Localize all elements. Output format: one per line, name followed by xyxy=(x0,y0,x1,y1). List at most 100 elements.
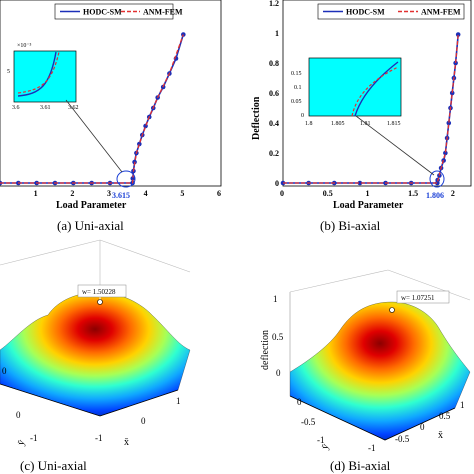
surface-mesh-d xyxy=(289,301,471,441)
legend-b: HODC-SM ANM-FEM xyxy=(317,3,465,20)
data-point-hodc-sm-b xyxy=(453,60,458,66)
datatip-label-c: w= 1.50228 xyxy=(82,288,116,296)
inset-frame-a xyxy=(13,50,77,103)
x-tick-a-3: 4 xyxy=(144,189,148,198)
y-tick-b-1: 0.2 xyxy=(269,149,279,158)
x-axis-label-a: Load Parameter xyxy=(56,200,127,211)
x-tick-a-5: 6 xyxy=(217,189,221,198)
y-tick-labels-b: 0 0.2 0.4 0.6 0.8 1 1.2 xyxy=(269,0,279,188)
inset-exponent-label-a: ×10⁻³ xyxy=(17,43,32,49)
data-point-hodc-sm-b xyxy=(443,150,448,156)
x-tick-a-0: 1 xyxy=(34,189,38,198)
caption-b: (b) Bi-axial xyxy=(320,218,381,233)
x-tick-c-2: 1 xyxy=(176,396,181,406)
z-tick-d-0: 0 xyxy=(276,368,281,378)
inset-pointer-a xyxy=(65,99,123,173)
legend-label-anm-fem-b: ANM-FEM xyxy=(421,8,461,17)
inset-frame-b xyxy=(308,57,402,117)
inset-curve-anm-fem-a xyxy=(17,51,60,94)
inset-curve-anm-fem-b xyxy=(351,66,399,117)
x-tick-b-3: 1.5 xyxy=(408,189,418,198)
grid-line xyxy=(387,269,471,301)
critical-load-label-b: 1.806 xyxy=(426,191,444,200)
surface-edge-c xyxy=(0,383,179,417)
x-tick-d-2: 0 xyxy=(420,422,425,432)
caption-d: (d) Bi-axial xyxy=(330,458,391,473)
inset-x-tick-b-2: 1.81 xyxy=(360,121,371,127)
datatip-marker-d xyxy=(389,307,395,313)
inset-y-tick-b-2: 0.05 xyxy=(291,99,302,105)
grid-line xyxy=(99,239,191,273)
x-tick-b-4: 2 xyxy=(451,189,455,198)
critical-point-circle-b xyxy=(429,170,445,188)
caption-c: (c) Uni-axial xyxy=(20,458,87,473)
series-line-anm-fem-b xyxy=(283,34,459,184)
inset-y-tick-b-1: 0.1 xyxy=(294,85,302,91)
x-tick-a-4: 5 xyxy=(180,189,184,198)
datatip-label-d: w= 1.07251 xyxy=(401,294,435,302)
data-point-hodc-sm-a xyxy=(181,32,186,37)
data-point-hodc-sm-b xyxy=(446,120,452,126)
x-tick-a-1: 2 xyxy=(70,189,74,198)
inset-x-tick-b-0: 1.8 xyxy=(305,121,313,127)
inset-x-tick-a-0: 3.6 xyxy=(12,105,20,111)
inset-x-tick-a-1: 3.61 xyxy=(40,105,51,111)
panel-uni-axial-load-deflection: HODC-SM ANM-FEM 1 2 3 4 5 6 3.615 Load Parame… xyxy=(0,0,222,211)
critical-point-circle-a xyxy=(116,170,136,188)
datatip-box-c xyxy=(77,284,127,298)
y-tick-b-0: 0 xyxy=(275,179,279,188)
data-point-hodc-sm-b xyxy=(455,32,461,37)
legend-label-anm-fem: ANM-FEM xyxy=(143,8,183,17)
y-axis-label-b: Deflection xyxy=(251,96,262,140)
z-tick-d-1: 0.5 xyxy=(272,332,284,342)
x-tick-c-1: 0 xyxy=(141,416,146,426)
x-tick-b-0: 0 xyxy=(280,189,284,198)
x-tick-labels-a: 1 2 3 4 5 6 xyxy=(34,189,221,198)
z-axis-label-d: deflection xyxy=(260,330,271,370)
panel-bi-axial-surface: w= 1.07251 1 0.5 0 deflection 0 -0.5 -1 … xyxy=(260,269,471,453)
inset-curve-hodc-sm-b xyxy=(354,61,399,117)
inset-curve-hodc-sm-a xyxy=(17,51,57,97)
legend-label-hodc-sm-b: HODC-SM xyxy=(346,8,385,17)
z-tick-d-2: 1 xyxy=(273,294,278,304)
x-axis-label-b: Load Parameter xyxy=(333,200,404,211)
inset-y-tick-b-0: 0.15 xyxy=(291,71,302,77)
x-tick-a-2: 3 xyxy=(107,189,111,198)
y-tick-d-1: -0.5 xyxy=(301,417,316,427)
y-tick-d-2: -1 xyxy=(317,435,325,445)
curves-a xyxy=(0,32,186,186)
inset-b: 0.15 0.1 0.05 0 1.8 1.805 1.81 1.815 xyxy=(291,57,435,176)
grid-line xyxy=(289,269,389,293)
panel-bi-axial-load-deflection: 0 0.2 0.4 0.6 0.8 1 1.2 0 0.5 1 1.5 2 Deflection L… xyxy=(251,0,472,211)
y-tick-b-2: 0.4 xyxy=(269,119,279,128)
curves-b xyxy=(280,32,461,186)
inset-pointer-b xyxy=(355,115,435,176)
y-tick-b-4: 0.8 xyxy=(269,59,279,68)
inset-y-tick-b-3: 0 xyxy=(301,113,304,119)
data-point-hodc-sm-b xyxy=(357,180,363,186)
y-tick-c-1: -1 xyxy=(30,433,38,443)
y-axis-label-d: ȳ xyxy=(319,443,331,451)
y-tick-b-5: 1 xyxy=(275,29,279,38)
x-tick-d-3: 0.5 xyxy=(439,411,451,421)
x-tick-b-1: 0.5 xyxy=(323,189,333,198)
inset-x-tick-b-1: 1.805 xyxy=(331,121,345,127)
data-point-hodc-sm-a xyxy=(130,176,136,181)
x-tick-b-2: 1 xyxy=(365,189,369,198)
data-point-hodc-sm-b xyxy=(449,90,455,96)
critical-load-label-a: 3.615 xyxy=(112,191,130,200)
z-tick-c: 0 xyxy=(2,366,7,376)
inset-x-tick-b-3: 1.815 xyxy=(387,121,401,127)
data-point-hodc-sm-a xyxy=(137,141,142,147)
y-tick-d-0: 0 xyxy=(297,397,302,407)
x-tick-labels-b: 0 0.5 1 1.5 2 xyxy=(280,189,455,198)
datatip-marker-c xyxy=(97,299,103,305)
surface-mesh-c xyxy=(0,291,191,417)
grid-line xyxy=(0,239,101,266)
panel-uni-axial-surface: w= 1.50228 0 0 -1 -1 0 1 ȳ x̄ xyxy=(0,239,191,448)
legend-a: HODC-SM ANM-FEM xyxy=(54,3,183,20)
y-axis-label-c: ȳ xyxy=(15,439,27,447)
y-tick-b-3: 0.6 xyxy=(269,89,279,98)
inset-a: ×10⁻³ 5 3.6 3.61 3.62 xyxy=(7,43,123,173)
